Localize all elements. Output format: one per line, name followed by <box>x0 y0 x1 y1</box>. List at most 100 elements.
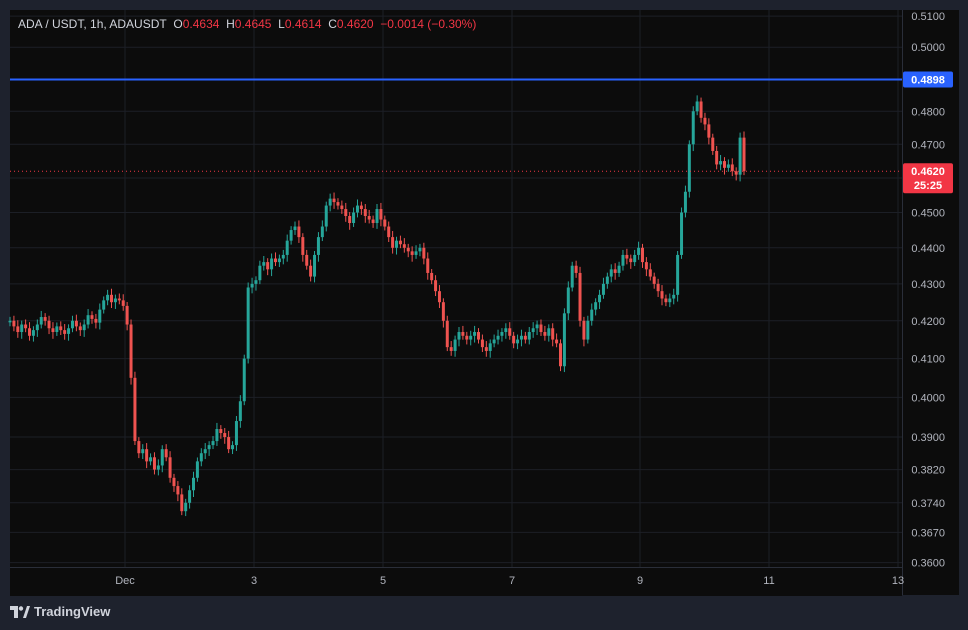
price-tick-label: 0.4300 <box>911 279 945 291</box>
candle-body <box>555 339 559 344</box>
candle-body <box>51 328 55 333</box>
candle-body <box>12 320 16 327</box>
candle-body <box>523 335 527 340</box>
low-label: L <box>278 17 285 31</box>
candle-body <box>164 449 168 458</box>
candle-body <box>297 226 301 238</box>
candle-body <box>24 324 28 329</box>
candle-body <box>35 324 39 331</box>
price-tick-label: 0.4100 <box>911 354 945 366</box>
price-tick-label: 0.4400 <box>911 243 945 255</box>
candle-body <box>473 332 477 336</box>
candle-body <box>16 326 20 333</box>
candle-body <box>289 230 293 241</box>
candle-body <box>113 298 117 303</box>
candle-body <box>215 429 219 442</box>
candle-body <box>395 240 399 248</box>
candle-body <box>410 251 414 255</box>
hline-price-tag <box>903 71 953 88</box>
candle-body <box>82 324 86 331</box>
candle-body <box>309 265 313 277</box>
candle-body <box>31 330 35 336</box>
candle-body <box>621 254 625 266</box>
candle-body <box>234 421 238 446</box>
tradingview-brand[interactable]: TradingView <box>10 604 110 619</box>
candle-body <box>192 477 195 491</box>
candle-body <box>184 502 188 512</box>
candle-body <box>625 254 629 259</box>
candle-body <box>344 209 348 217</box>
candle-body <box>726 164 730 168</box>
candle-body <box>605 276 609 284</box>
candle-body <box>63 330 67 334</box>
candle-body <box>469 335 473 340</box>
candle-body <box>644 262 648 270</box>
candle-body <box>719 161 723 165</box>
candle-body <box>160 449 164 466</box>
candle-body <box>492 339 496 344</box>
candle-body <box>559 343 562 367</box>
candle-body <box>414 251 418 255</box>
price-tick-label: 0.4700 <box>911 139 945 151</box>
candle-body <box>633 254 637 263</box>
price-axis[interactable] <box>902 10 959 595</box>
candle-body <box>512 335 516 344</box>
candle-body <box>496 335 500 340</box>
candle-body <box>383 219 387 227</box>
candle-body <box>578 272 582 321</box>
candle-body <box>39 317 43 325</box>
candle-body <box>133 377 137 442</box>
time-tick-label: 5 <box>380 575 386 587</box>
candle-body <box>195 461 199 478</box>
candle-body <box>730 164 734 172</box>
candle-body <box>106 294 110 301</box>
candle-body <box>477 332 481 340</box>
candle-body <box>43 317 47 321</box>
candle-body <box>570 265 574 288</box>
time-axis[interactable] <box>10 567 902 596</box>
price-tick-label: 0.4500 <box>911 208 945 220</box>
candle-body <box>352 212 356 224</box>
candle-body <box>110 294 114 303</box>
candle-body <box>742 137 746 172</box>
candle-body <box>434 280 438 292</box>
candle-body <box>668 298 672 303</box>
candle-body <box>176 486 180 495</box>
candle-body <box>55 326 59 333</box>
candle-body <box>601 283 605 295</box>
candle-body <box>676 254 680 295</box>
candle-body <box>480 339 484 348</box>
candle-body <box>379 209 383 220</box>
last-price-tag <box>903 163 953 194</box>
candle-body <box>152 457 156 470</box>
time-tick-label: 13 <box>892 575 904 587</box>
candle-body <box>145 449 149 462</box>
candle-body <box>219 429 223 434</box>
candle-body <box>539 324 543 333</box>
candle-body <box>172 477 176 487</box>
candle-body <box>722 161 726 168</box>
price-axis-ticks: 0.3600 0.3670 0.3740 0.3820 0.3900 0.4000 0.41… <box>911 11 945 569</box>
candle-body <box>188 490 192 503</box>
candle-body <box>664 298 668 303</box>
ohlc-legend: ADA / USDT, 1h, ADAUSDT O0.4634 H0.4645 … <box>18 17 476 31</box>
price-tick-label: 0.3740 <box>911 498 945 510</box>
candle-body <box>582 320 586 340</box>
candle-body <box>117 298 121 301</box>
candle-body <box>102 300 106 310</box>
grid-lines <box>10 10 902 567</box>
candle-body <box>156 465 160 470</box>
candle-body <box>402 244 406 248</box>
candle-body <box>258 265 262 281</box>
candle-body <box>398 240 402 245</box>
candle-body <box>227 437 231 450</box>
candle-body <box>332 198 336 203</box>
candle-body <box>598 294 602 303</box>
candle-body <box>516 339 520 344</box>
candle-body <box>535 324 539 329</box>
candle-body <box>422 247 426 259</box>
candle-body <box>680 212 684 255</box>
symbol-label[interactable]: ADA / USDT, 1h, ADAUSDT <box>18 17 167 31</box>
price-tick-label: 0.4000 <box>911 392 945 404</box>
candle-body <box>363 209 367 217</box>
